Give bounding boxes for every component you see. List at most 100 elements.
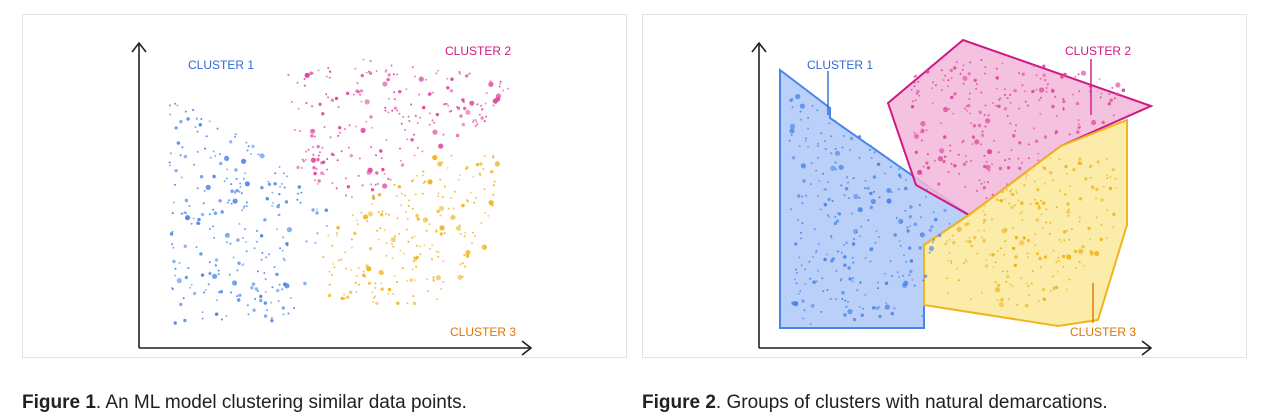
cluster-1-point: [245, 250, 248, 253]
cluster-1-point: [190, 222, 193, 225]
cluster-1-point: [837, 212, 842, 216]
cluster-1-point: [808, 260, 811, 263]
cluster-3-point: [392, 293, 395, 295]
cluster-2-point: [1039, 87, 1045, 93]
cluster-3-point: [432, 278, 435, 281]
cluster-1-point: [180, 212, 183, 215]
cluster-3-point: [399, 249, 402, 252]
cluster-1-point: [316, 208, 318, 211]
cluster-2-point: [379, 149, 383, 153]
cluster-2-point: [1109, 98, 1113, 103]
cluster-2-point: [1008, 157, 1011, 160]
cluster-3-point: [1014, 235, 1019, 240]
cluster-1-point: [869, 249, 872, 252]
cluster-1-point: [896, 271, 899, 274]
cluster-3-point: [400, 204, 402, 207]
cluster-1-point: [243, 205, 246, 208]
cluster-2-point: [1032, 64, 1035, 67]
cluster-3-point: [1066, 229, 1069, 232]
cluster-3-point: [422, 182, 425, 185]
cluster-2-point: [974, 139, 980, 145]
cluster-3-point: [1061, 254, 1066, 259]
cluster-1-point: [212, 150, 215, 153]
cluster-2-point: [1051, 104, 1055, 109]
cluster-2-point: [393, 91, 396, 94]
cluster-2-point: [438, 143, 444, 149]
cluster-1-point: [236, 295, 238, 298]
cluster-2-point: [421, 150, 424, 153]
cluster-2-point: [313, 171, 317, 176]
cluster-2-point: [995, 67, 998, 70]
cluster-2-point: [447, 104, 450, 107]
cluster-2-point: [950, 162, 953, 165]
x-axis-arrow: [521, 340, 533, 356]
cluster-1-point: [799, 290, 802, 293]
cluster-1-point: [237, 261, 241, 265]
cluster-1-point: [789, 128, 795, 134]
cluster-3-point: [394, 235, 396, 238]
cluster-3-point: [484, 211, 487, 214]
cluster-3-point: [459, 263, 462, 266]
cluster-1-point: [798, 145, 801, 147]
cluster-3-point: [453, 190, 456, 193]
cluster-1-point: [235, 177, 238, 180]
cluster-2-point: [1039, 77, 1042, 80]
cluster-1-point: [234, 168, 238, 172]
cluster-2-point: [387, 73, 391, 77]
cluster-2-point: [390, 64, 393, 67]
cluster-1-point: [208, 261, 211, 264]
cluster-3-point: [412, 179, 414, 182]
cluster-2-point: [925, 70, 930, 74]
cluster-3-point: [431, 258, 433, 261]
cluster-2-point: [384, 109, 387, 112]
cluster-2-point: [953, 164, 957, 168]
cluster-3-point: [1045, 208, 1048, 211]
cluster-2-point: [943, 155, 946, 158]
cluster-3-point: [1008, 202, 1011, 205]
cluster-3-point: [327, 234, 330, 237]
cluster-1-point: [174, 183, 176, 186]
figure-1-axes: [131, 41, 533, 356]
cluster-2-point: [411, 66, 414, 69]
cluster-2-point: [1035, 74, 1038, 77]
cluster-3-point: [336, 232, 338, 235]
cluster-1-point: [889, 166, 892, 168]
cluster-1-point: [232, 198, 238, 204]
cluster-3-point: [1034, 198, 1037, 201]
cluster-2-point: [972, 124, 977, 128]
cluster-3-point: [472, 231, 474, 234]
cluster-2-point: [326, 168, 328, 171]
cluster-1-point: [256, 270, 259, 273]
cluster-2-point: [352, 93, 355, 96]
cluster-1-label: CLUSTER 1: [188, 58, 254, 72]
cluster-3-point: [441, 161, 444, 164]
cluster-1-point: [270, 301, 273, 304]
cluster-3-point: [984, 213, 987, 216]
cluster-1-point: [909, 225, 911, 227]
cluster-1-point: [226, 168, 229, 171]
cluster-1-point: [234, 190, 237, 193]
cluster-1-point: [225, 177, 228, 180]
cluster-3-point: [1105, 237, 1108, 240]
cluster-1-point: [251, 144, 255, 148]
cluster-1-point: [256, 229, 258, 232]
cluster-3-point: [1111, 168, 1115, 172]
cluster-3-point: [958, 279, 961, 282]
cluster-3-point: [1070, 228, 1073, 231]
cluster-2-point: [456, 106, 459, 109]
cluster-3-point: [981, 236, 984, 239]
cluster-2-point: [328, 76, 331, 79]
cluster-2-point: [1121, 90, 1124, 92]
cluster-3-point: [442, 260, 445, 263]
cluster-1-point: [924, 196, 927, 198]
cluster-3-point: [439, 225, 445, 231]
cluster-2-point: [499, 82, 501, 85]
cluster-1-point: [201, 317, 204, 320]
cluster-1-point: [804, 283, 807, 285]
cluster-2-point: [313, 135, 316, 138]
cluster-1-point: [284, 283, 290, 289]
cluster-2-point: [973, 78, 977, 82]
cluster-1-point: [797, 292, 800, 295]
cluster-2-point: [310, 157, 316, 163]
cluster-2-point: [1101, 120, 1105, 125]
